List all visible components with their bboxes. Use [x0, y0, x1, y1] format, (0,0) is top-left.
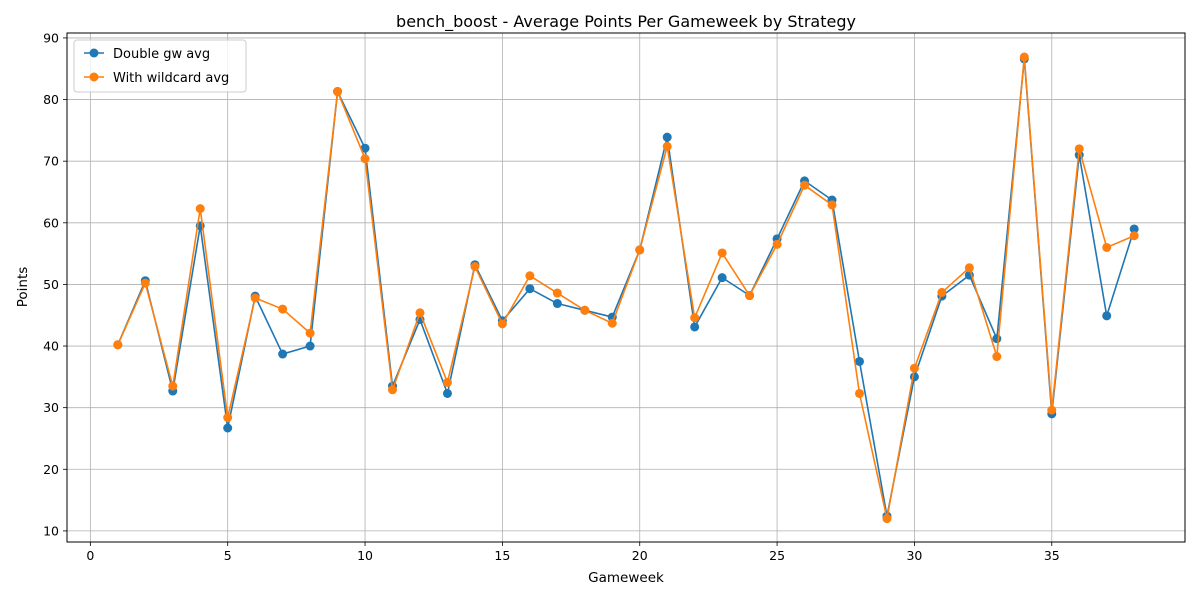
- y-tick-label: 30: [43, 400, 59, 415]
- legend-marker-series-0: [89, 48, 99, 58]
- data-point: [937, 287, 947, 297]
- data-point: [525, 271, 535, 281]
- data-point: [442, 377, 452, 387]
- x-tick-label: 15: [494, 548, 510, 563]
- y-tick-label: 10: [43, 523, 59, 538]
- data-point: [1047, 405, 1057, 415]
- data-point: [168, 381, 178, 391]
- data-point: [607, 318, 617, 328]
- data-point: [690, 322, 700, 332]
- data-point: [745, 291, 755, 301]
- data-point: [497, 319, 507, 329]
- data-point: [552, 299, 562, 309]
- data-point: [580, 305, 590, 315]
- data-point: [360, 154, 370, 164]
- data-point: [800, 180, 810, 190]
- data-point: [388, 385, 398, 395]
- data-point: [1102, 311, 1112, 321]
- y-axis-label: Points: [15, 267, 31, 308]
- data-point: [278, 304, 288, 314]
- y-tick-label: 90: [43, 30, 59, 45]
- data-point: [223, 413, 233, 423]
- data-point: [415, 308, 425, 318]
- data-point: [992, 334, 1002, 344]
- x-tick-label: 30: [906, 548, 922, 563]
- data-point: [305, 341, 315, 351]
- x-tick-label: 5: [224, 548, 232, 563]
- legend-marker-series-1: [89, 72, 99, 82]
- data-point: [909, 363, 919, 373]
- data-point: [992, 352, 1002, 362]
- y-tick-label: 40: [43, 339, 59, 354]
- data-point: [525, 284, 535, 294]
- x-tick-label: 0: [86, 548, 94, 563]
- chart-title: bench_boost - Average Points Per Gamewee…: [396, 12, 856, 32]
- data-point: [1019, 52, 1029, 62]
- series-1: [113, 52, 1139, 524]
- data-point: [250, 293, 260, 303]
- x-tick-label: 10: [357, 548, 373, 563]
- data-point: [195, 204, 205, 214]
- data-point: [442, 388, 452, 398]
- data-point: [1074, 144, 1084, 154]
- data-point: [854, 388, 864, 398]
- data-point: [964, 263, 974, 273]
- data-point: [552, 288, 562, 298]
- data-point: [854, 356, 864, 366]
- legend: Double gw avg With wildcard avg: [73, 39, 247, 93]
- y-tick-label: 50: [43, 277, 59, 292]
- x-axis-label: Gameweek: [588, 570, 664, 586]
- grid: [67, 33, 1185, 542]
- data-point: [278, 349, 288, 359]
- data-point: [305, 328, 315, 338]
- data-point: [772, 239, 782, 249]
- data-point: [140, 278, 150, 288]
- series-line-1: [117, 56, 1135, 520]
- data-point: [827, 200, 837, 210]
- legend-box: [73, 39, 247, 93]
- legend-label-series-0: Double gw avg: [113, 47, 210, 62]
- y-tick-label: 60: [43, 215, 59, 230]
- data-point: [909, 372, 919, 382]
- data-point: [717, 273, 727, 283]
- data-point: [360, 143, 370, 153]
- data-point: [113, 340, 123, 350]
- data-point: [223, 423, 233, 433]
- x-tick-label: 20: [632, 548, 648, 563]
- data-point: [690, 313, 700, 323]
- data-point: [662, 141, 672, 151]
- data-point: [333, 87, 343, 97]
- data-point: [1129, 231, 1139, 241]
- y-tick-label: 20: [43, 462, 59, 477]
- series-layer: [113, 52, 1139, 524]
- y-tick-label: 70: [43, 154, 59, 169]
- series-line-0: [117, 58, 1135, 517]
- x-tick-label: 25: [769, 548, 785, 563]
- data-point: [1129, 224, 1139, 234]
- legend-label-series-1: With wildcard avg: [113, 71, 229, 86]
- y-tick-label: 80: [43, 92, 59, 107]
- ticks: 0 5 10 15 20 25 30 35 10 20 30 40 50 60 70 80 90: [43, 30, 1060, 563]
- data-point: [1102, 242, 1112, 252]
- plot-frame: [66, 32, 1186, 543]
- data-point: [717, 248, 727, 258]
- data-point: [662, 132, 672, 142]
- data-point: [635, 245, 645, 255]
- x-tick-label: 35: [1044, 548, 1060, 563]
- data-point: [470, 262, 480, 272]
- data-point: [882, 514, 892, 524]
